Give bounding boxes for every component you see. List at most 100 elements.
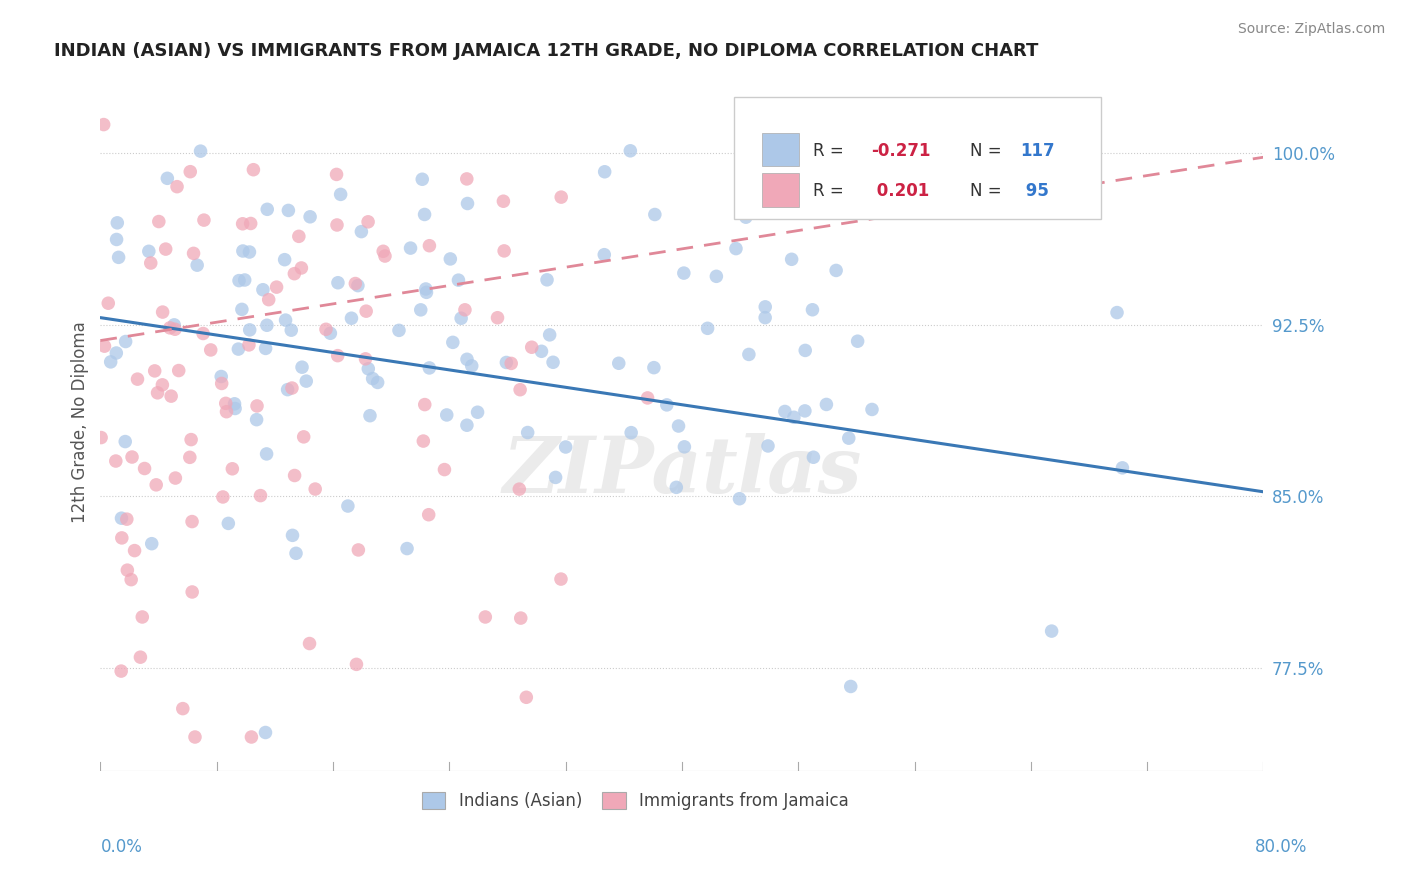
Point [838, 431, 860, 445]
Point [530, 344, 553, 359]
Point [486, 310, 509, 325]
Point [418, 508, 440, 522]
Point [433, 462, 456, 476]
Point [815, 397, 838, 411]
Point [228, 342, 250, 356]
Point [139, 256, 162, 270]
Point [274, 313, 297, 327]
Point [1105, 305, 1128, 319]
Point [211, 376, 233, 391]
Point [454, 302, 477, 317]
Point [501, 356, 523, 370]
Point [357, 215, 380, 229]
Point [239, 323, 262, 337]
Point [215, 405, 238, 419]
Point [326, 276, 349, 290]
Point [212, 490, 235, 504]
Point [665, 480, 688, 494]
Point [409, 302, 432, 317]
Text: 117: 117 [1021, 142, 1054, 160]
Point [299, 210, 322, 224]
Point [494, 244, 516, 258]
Point [288, 229, 311, 244]
Point [127, 372, 149, 386]
Point [256, 318, 278, 333]
Point [538, 327, 561, 342]
Point [329, 187, 352, 202]
Point [412, 434, 434, 448]
Point [783, 410, 806, 425]
Point [516, 425, 538, 440]
Point [536, 273, 558, 287]
Point [839, 680, 862, 694]
Point [644, 207, 666, 221]
Point [541, 355, 564, 369]
Point [336, 499, 359, 513]
Point [754, 300, 776, 314]
Point [217, 516, 239, 531]
Point [773, 404, 796, 418]
Point [668, 419, 690, 434]
Text: N =: N = [970, 142, 1007, 160]
Point [508, 482, 530, 496]
Point [238, 245, 260, 260]
Point [643, 360, 665, 375]
Point [794, 343, 817, 358]
Point [415, 282, 437, 296]
Point [413, 398, 436, 412]
Point [441, 335, 464, 350]
Point [340, 311, 363, 326]
Point [593, 165, 616, 179]
Point [186, 258, 208, 272]
Point [319, 326, 342, 341]
Point [104, 454, 127, 468]
Text: 80.0%: 80.0% [1256, 838, 1308, 856]
Point [754, 310, 776, 325]
Point [281, 528, 304, 542]
Point [209, 369, 232, 384]
Point [315, 322, 337, 336]
Bar [762, 133, 800, 166]
Point [97, 296, 120, 310]
Point [450, 311, 472, 326]
Point [160, 389, 183, 403]
Point [457, 196, 479, 211]
Point [550, 190, 572, 204]
Point [242, 162, 264, 177]
Point [637, 391, 659, 405]
Point [846, 334, 869, 349]
Text: 95: 95 [1021, 182, 1049, 200]
Point [156, 171, 179, 186]
Point [673, 440, 696, 454]
FancyBboxPatch shape [734, 97, 1101, 219]
Point [354, 304, 377, 318]
Bar [762, 173, 800, 207]
Point [124, 543, 146, 558]
Text: 0.201: 0.201 [872, 182, 929, 200]
Text: R =: R = [813, 142, 849, 160]
Point [803, 450, 825, 465]
Point [436, 408, 458, 422]
Point [159, 321, 181, 335]
Point [246, 412, 269, 426]
Point [93, 118, 115, 132]
Point [696, 321, 718, 335]
Point [756, 439, 779, 453]
Point [90, 431, 112, 445]
Point [180, 433, 202, 447]
Point [152, 305, 174, 319]
Point [284, 468, 307, 483]
Point [492, 194, 515, 209]
Point [191, 326, 214, 341]
Point [228, 274, 250, 288]
Point [224, 401, 246, 416]
Point [456, 172, 478, 186]
Point [165, 471, 187, 485]
Point [280, 323, 302, 337]
Point [134, 461, 156, 475]
Point [1040, 624, 1063, 639]
Point [411, 172, 433, 186]
Point [273, 252, 295, 267]
Point [256, 202, 278, 217]
Point [439, 252, 461, 266]
